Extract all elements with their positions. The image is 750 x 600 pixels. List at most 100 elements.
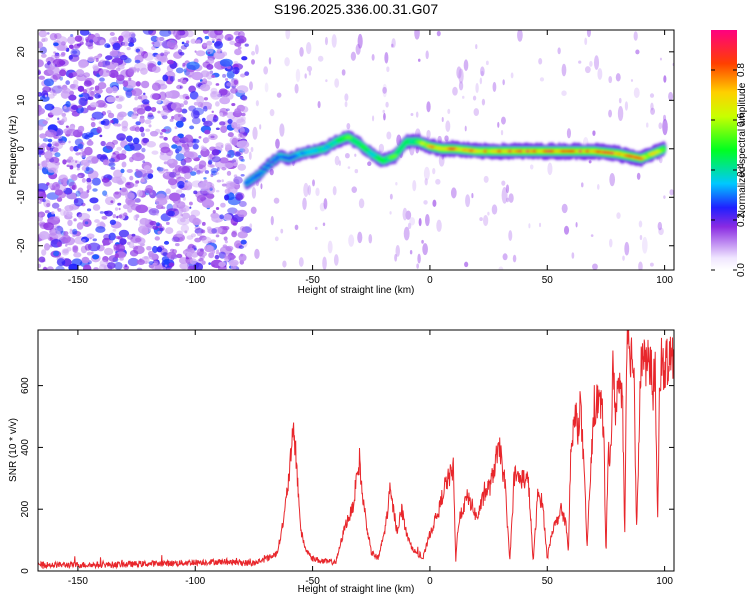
heatmap-noise-speckle: [178, 94, 185, 99]
heatmap-noise-speckle: [284, 57, 290, 67]
heatmap-noise-speckle: [72, 234, 76, 238]
heatmap-noise-speckle: [202, 42, 208, 47]
heatmap-noise-speckle: [122, 80, 129, 88]
heatmap-noise-speckle: [473, 108, 480, 116]
snr-x-ticks: -150 -100 -50 0 50 100: [68, 330, 673, 587]
heatmap-noise-speckle: [113, 243, 120, 251]
heatmap-noise-speckle: [69, 146, 75, 152]
heatmap-noise-speckle: [64, 205, 74, 212]
heatmap-noise-speckle: [174, 126, 178, 130]
heatmap-noise-speckle: [68, 72, 74, 79]
heatmap-noise-speckle: [224, 240, 228, 244]
heatmap-noise-speckle: [109, 36, 118, 45]
heatmap-noise-speckle: [96, 54, 102, 59]
heatmap-noise-speckle: [211, 228, 218, 234]
heatmap-noise-speckle: [60, 51, 66, 56]
heatmap-noise-speckle: [658, 227, 664, 236]
heatmap-noise-speckle: [164, 49, 168, 53]
heatmap-ridge-core: [271, 158, 279, 162]
heatmap-noise-speckle: [206, 193, 215, 199]
heatmap-noise-speckle: [69, 228, 73, 232]
heatmap-noise-speckle: [142, 160, 146, 164]
heatmap-noise-speckle: [44, 150, 53, 160]
heatmap-ridge-core: [370, 153, 378, 157]
heatmap-noise-speckle: [561, 90, 567, 97]
heatmap-noise-speckle: [72, 245, 79, 251]
heatmap-noise-speckle: [230, 87, 238, 94]
heatmap-noise-speckle: [97, 61, 104, 68]
heatmap-noise-speckle: [99, 77, 105, 82]
heatmap-noise-speckle: [201, 221, 206, 226]
heatmap-noise-speckle: [225, 77, 229, 82]
heatmap-noise-speckle: [450, 187, 457, 199]
heatmap-noise-speckle: [75, 190, 81, 197]
heatmap-noise-speckle: [302, 197, 307, 210]
heatmap-noise-speckle: [85, 166, 90, 172]
heatmap-noise-speckle: [251, 51, 256, 56]
snr-y-ticks: 0 200 400 600: [20, 377, 674, 574]
heatmap-noise-speckle: [276, 92, 282, 98]
heatmap-noise-speckle: [260, 183, 263, 190]
heatmap-noise-speckle: [102, 190, 108, 196]
heatmap-noise-speckle: [240, 173, 245, 177]
heatmap-noise-speckle: [116, 103, 123, 110]
heatmap-noise-speckle: [561, 203, 568, 214]
heatmap-noise-speckle: [608, 109, 612, 118]
heatmap-noise-speckle: [357, 231, 363, 244]
heatmap-noise-speckle: [105, 60, 111, 67]
heatmap-noise-speckle: [181, 143, 187, 148]
heatmap-noise-speckle: [432, 199, 437, 208]
heatmap-noise-speckle: [158, 36, 165, 42]
heatmap-noise-speckle: [51, 211, 55, 215]
heatmap-noise-speckle: [205, 71, 213, 80]
heatmap-noise-speckle: [203, 120, 213, 127]
heatmap-noise-speckle: [132, 111, 137, 116]
heatmap-noise-speckle: [57, 135, 63, 140]
heatmap-noise-speckle: [184, 150, 189, 155]
heatmap-noise-speckle: [97, 81, 107, 90]
heatmap-noise-speckle: [73, 252, 82, 258]
heatmap-noise-speckle: [110, 166, 116, 170]
heatmap-noise-speckle: [189, 206, 192, 209]
heatmap-noise-speckle: [517, 30, 523, 42]
heatmap-noise-speckle: [659, 57, 662, 61]
heatmap-noise-speckle: [176, 84, 184, 90]
heatmap-noise-speckle: [208, 262, 211, 265]
heatmap-noise-speckle: [171, 236, 180, 243]
heatmap-noise-speckle: [584, 37, 588, 46]
heatmap-noise-speckle: [198, 258, 204, 262]
heatmap-noise-speckle: [86, 184, 92, 191]
heatmap-noise-speckle: [201, 236, 212, 244]
heatmap-noise-speckle: [54, 152, 61, 158]
heatmap-noise-speckle: [203, 177, 207, 180]
heatmap-noise-speckle: [182, 196, 186, 201]
heatmap-noise-speckle: [81, 256, 90, 264]
heatmap-noise-speckle: [211, 149, 220, 156]
heatmap-noise-speckle: [173, 210, 183, 219]
heatmap-noise-speckle: [592, 263, 598, 270]
heatmap-noise-speckle: [483, 214, 489, 227]
heatmap-y-tick-label: 20: [16, 46, 27, 58]
heatmap-noise-speckle: [54, 189, 63, 196]
heatmap-noise-speckle: [317, 100, 321, 109]
heatmap-noise-speckle: [497, 121, 500, 128]
heatmap-noise-speckle: [128, 241, 135, 249]
heatmap-noise-speckle: [225, 182, 236, 190]
heatmap-noise-speckle: [154, 128, 161, 134]
heatmap-noise-speckle: [394, 253, 398, 262]
heatmap-noise-speckle: [43, 222, 55, 231]
heatmap-noise-speckle: [201, 229, 206, 234]
heatmap-noise-speckle: [116, 153, 127, 161]
heatmap-noise-speckle: [139, 94, 148, 101]
heatmap-noise-speckle: [231, 102, 236, 107]
heatmap-noise-speckle: [63, 231, 69, 236]
heatmap-noise-speckle: [204, 129, 211, 135]
heatmap-noise-speckle: [206, 63, 214, 70]
heatmap-noise-speckle: [135, 121, 141, 126]
heatmap-noise-speckle: [191, 71, 204, 81]
heatmap-noise-speckle: [238, 245, 244, 249]
heatmap-noise-speckle: [233, 174, 238, 178]
heatmap-noise-speckle: [38, 59, 44, 68]
colorbar-gradient: [711, 30, 737, 270]
